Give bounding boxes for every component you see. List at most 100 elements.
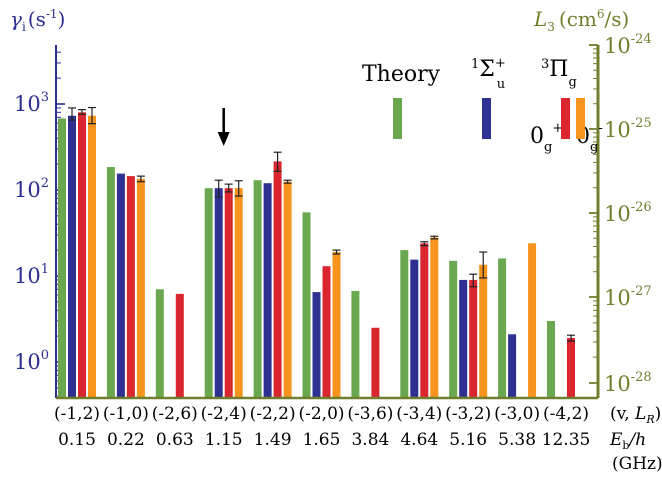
category-energy: 4.64	[400, 430, 438, 450]
left-tick-label: 100	[14, 348, 49, 374]
legend-sigma-sup: 1	[471, 57, 479, 72]
left-axis-unit: (s	[28, 7, 46, 31]
legend-zero-plus-main: 0	[530, 124, 544, 149]
arrow-head	[217, 132, 230, 146]
bar-pi_g_0plus	[175, 293, 184, 398]
left-tick-label: 101	[14, 262, 49, 288]
error-bars	[68, 106, 575, 342]
left-tick-exp: 0	[41, 348, 49, 363]
bar-pi_g_0minus	[479, 264, 488, 398]
bar-pi_g_0minus	[528, 243, 537, 398]
bar-pi_g_0plus	[371, 327, 380, 398]
right-tick-label: 10-28	[604, 370, 652, 396]
category-label: (-3,0)	[494, 404, 540, 424]
bar-theory	[400, 250, 409, 398]
category-label: (-2,2)	[250, 404, 296, 424]
right-tick-exp: -26	[631, 200, 652, 215]
legend-sigma-label: 1Σ+ u	[471, 56, 506, 92]
category-label: (-3,2)	[445, 404, 491, 424]
bar-sigma_u	[68, 115, 76, 398]
bar-pi_g_0minus	[136, 178, 145, 398]
bar-theory	[302, 212, 311, 398]
left-tick-exp: 2	[41, 176, 49, 191]
left-axis-symbol: γ	[10, 7, 22, 31]
bar-sigma_u	[263, 183, 272, 398]
right-tick-label: 10-27	[604, 284, 652, 310]
legend-pi-main: Π	[549, 57, 568, 82]
legend-swatch-pi-g-0minus	[576, 98, 585, 139]
left-tick-label: 102	[14, 176, 49, 202]
bar-sigma_u	[312, 292, 321, 398]
category-energy: 12.35	[542, 430, 591, 450]
legend-sigma-sup2: +	[495, 56, 506, 71]
bar-pi_g_0minus	[283, 181, 292, 398]
bar-theory	[253, 180, 262, 398]
legend-zero-plus-label: 0g+	[530, 121, 563, 155]
bar-pi_g_0plus	[224, 188, 233, 398]
category-label: (-2,6)	[152, 404, 198, 424]
category-energy: 1.49	[254, 430, 292, 450]
x-label-row2-symbol: E	[609, 430, 623, 450]
category-energy: 3.84	[351, 430, 389, 450]
right-tick-label: 10-26	[604, 200, 652, 226]
bar-pi_g_0plus	[126, 176, 135, 398]
right-tick-exp: -24	[631, 32, 652, 47]
bars	[58, 112, 575, 398]
right-tick-label: 10-24	[604, 32, 652, 58]
bar-sigma_u	[508, 334, 517, 398]
legend-pi-sub: g	[568, 75, 576, 90]
legend-swatch-pi-g-0plus	[561, 98, 570, 139]
x-label-row1-suffix: )	[655, 404, 662, 424]
x-label-row3: (GHz)	[612, 454, 662, 474]
left-tick-label: 103	[14, 90, 49, 116]
left-axis-unit-end: )	[58, 7, 66, 31]
bar-pi_g_0minus	[332, 252, 341, 398]
category-energy: 1.65	[303, 430, 341, 450]
bar-sigma_u	[410, 259, 419, 398]
bar-sigma_u	[214, 188, 223, 398]
legend-sigma-sub: u	[497, 77, 505, 92]
bar-pi_g_0minus	[430, 237, 439, 398]
category-labels: (-1,2) 0.15 (-1,0) 0.22 (-2,6) 0.63 (-2,4) 1.15…	[54, 404, 590, 450]
right-tick-base: 10	[604, 202, 631, 226]
right-tick-base: 10	[604, 34, 631, 58]
category-energy: 0.63	[156, 430, 194, 450]
bar-pi_g_0plus	[420, 243, 429, 398]
bar-pi_g_0minus	[88, 115, 96, 398]
category-label: (-1,0)	[103, 404, 149, 424]
right-tick-exp: -25	[631, 116, 652, 131]
category-label: (-4,2)	[543, 404, 589, 424]
left-tick-base: 10	[14, 264, 41, 288]
x-label-row2-sub: b	[622, 439, 629, 452]
right-axis-title: L3 (cm6/s)	[533, 7, 629, 34]
left-tick-exp: 3	[41, 90, 49, 105]
right-axis-unit-sup: 6	[597, 7, 605, 21]
bar-sigma_u	[459, 279, 468, 398]
category-energy: 5.16	[449, 430, 487, 450]
left-tick-base: 10	[14, 350, 41, 374]
category-energy: 1.15	[205, 430, 243, 450]
left-tick-base: 10	[14, 178, 41, 202]
right-tick-base: 10	[604, 286, 631, 310]
legend-swatch-theory	[393, 98, 402, 139]
legend-zero-plus-sub: g	[544, 140, 552, 155]
category-label: (-3,4)	[396, 404, 442, 424]
left-axis-subscript: i	[22, 20, 26, 34]
legend: Theory 1Σ+u 3Πg 0g+ 0g-	[362, 56, 603, 155]
bar-theory	[106, 167, 115, 398]
x-label-row1-sub: R	[645, 413, 654, 426]
bar-pi_g_0plus	[78, 112, 86, 398]
x-label-row2: Eb/h	[609, 430, 646, 452]
left-tick-base: 10	[14, 92, 41, 116]
x-label-row1-symbol: L	[634, 404, 646, 424]
bar-pi_g_0plus	[322, 266, 331, 398]
bar-pi_g_0plus	[567, 338, 575, 398]
bar-theory	[351, 290, 360, 398]
right-axis-unit-end: /s)	[605, 7, 630, 31]
arrow-marker	[217, 108, 230, 146]
bar-theory	[449, 260, 458, 398]
category-energy: 5.38	[498, 430, 536, 450]
right-tick-exp: -28	[631, 370, 652, 385]
bar-theory	[498, 258, 507, 398]
